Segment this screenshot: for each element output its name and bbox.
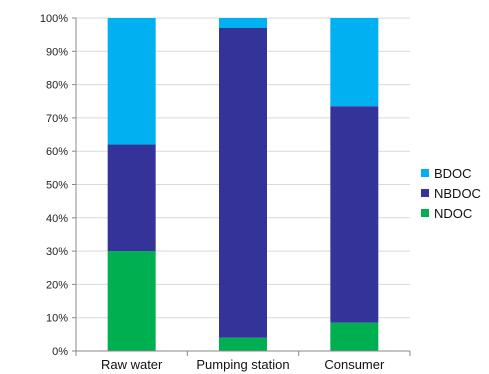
bar-ndoc-consumer [330,322,379,351]
legend-swatch-bdoc [421,169,429,177]
legend-label-ndoc: NDOC [434,206,472,221]
bars [107,18,379,351]
y-tick-label: 0% [52,346,68,358]
x-category-label: Raw water [101,357,163,372]
x-category-label: Pumping station [196,357,289,372]
legend-label-nbdoc: NBDOC [434,186,481,201]
legend-swatch-ndoc [421,209,429,217]
y-tick-label: 80% [46,80,68,92]
y-tick-label: 60% [46,146,68,158]
bar-nbdoc-consumer [330,106,379,323]
legend: BDOC NBDOC NDOC [421,166,481,221]
y-tick-label: 30% [46,246,68,258]
bar-bdoc-consumer [330,18,379,107]
y-axis: 0% 10% 20% 30% 40% 50% 60% 70% 80% 90% 100% [40,13,77,358]
bar-nbdoc-raw-water [107,144,156,252]
y-tick-label: 90% [46,46,68,58]
bar-ndoc-pumping-station [219,337,267,351]
bar-bdoc-pumping-station [219,18,267,28]
legend-label-bdoc: BDOC [434,166,472,181]
bar-nbdoc-pumping-station [219,27,267,338]
legend-swatch-nbdoc [421,189,429,197]
y-tick-label: 10% [46,313,68,325]
bar-ndoc-raw-water [107,251,156,351]
y-tick-label: 20% [46,279,68,291]
y-tick-label: 50% [46,180,68,192]
y-tick-label: 70% [46,113,68,125]
bar-bdoc-raw-water [107,18,156,145]
y-tick-label: 100% [40,13,68,25]
x-category-label: Consumer [324,357,385,372]
y-tick-label: 40% [46,213,68,225]
x-axis: Raw water Pumping station Consumer [75,350,411,372]
